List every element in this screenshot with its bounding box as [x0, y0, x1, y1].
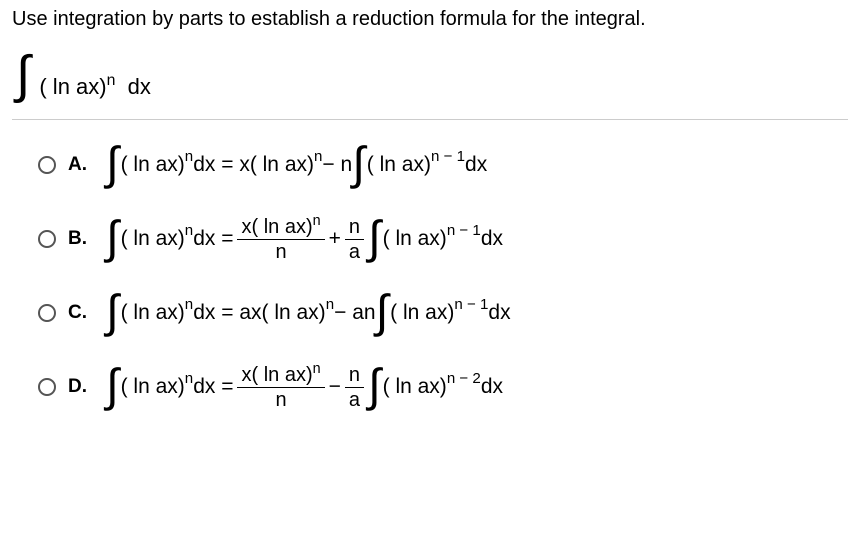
option-c[interactable]: C. ∫ ( ln ax)n dx = ax( ln ax)n − an∫ ( … [12, 286, 848, 340]
option-b[interactable]: B. ∫ ( ln ax)n dx = x( ln ax)nn + na∫ ( … [12, 212, 848, 266]
radio-d[interactable] [38, 378, 56, 396]
radio-c[interactable] [38, 304, 56, 322]
option-a[interactable]: A. ∫ ( ln ax)n dx = x( ln ax)n − n∫ ( ln… [12, 138, 848, 192]
option-label-b: B. [68, 228, 90, 250]
radio-a[interactable] [38, 156, 56, 174]
radio-b[interactable] [38, 230, 56, 248]
formula-b: ∫ ( ln ax)n dx = x( ln ax)nn + na∫ ( ln … [106, 212, 503, 266]
option-label-c: C. [68, 302, 90, 324]
question-prompt: Use integration by parts to establish a … [12, 8, 848, 31]
option-d[interactable]: D. ∫ ( ln ax)n dx = x( ln ax)nn − na∫ ( … [12, 360, 848, 414]
option-label-a: A. [68, 154, 90, 176]
question-integral: ∫ ( ln ax)n dx [12, 47, 848, 107]
divider [12, 119, 848, 120]
option-label-d: D. [68, 376, 90, 398]
formula-d: ∫ ( ln ax)n dx = x( ln ax)nn − na∫ ( ln … [106, 360, 503, 414]
formula-c: ∫ ( ln ax)n dx = ax( ln ax)n − an∫ ( ln … [106, 286, 511, 340]
formula-a: ∫ ( ln ax)n dx = x( ln ax)n − n∫ ( ln ax… [106, 138, 487, 192]
